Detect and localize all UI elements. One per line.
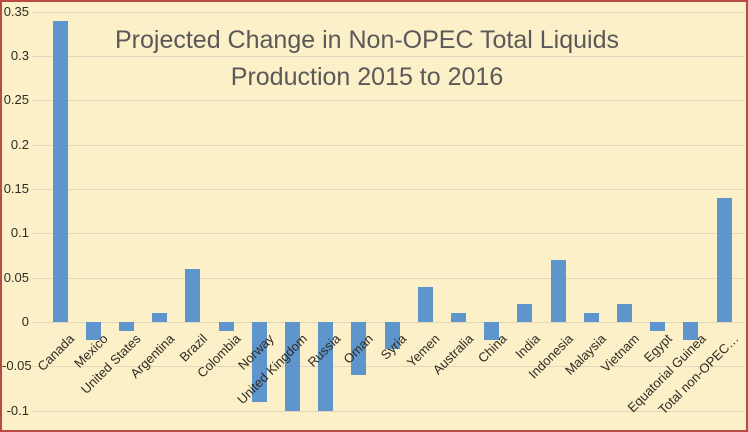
bar-yemen xyxy=(417,286,433,322)
bar-vietnam xyxy=(616,304,632,322)
gridline xyxy=(32,410,744,412)
y-axis-tick-label: 0.2 xyxy=(10,136,29,152)
bar-malaysia xyxy=(583,313,599,322)
bar-china xyxy=(484,322,500,340)
bar-colombia xyxy=(218,322,234,331)
bar-indonesia xyxy=(550,259,566,322)
bar-equatorial-guinea xyxy=(683,322,699,340)
gridline xyxy=(32,233,744,235)
y-axis-tick-label: 0.35 xyxy=(3,3,29,19)
gridline xyxy=(32,144,744,146)
gridline xyxy=(32,277,744,279)
gridline xyxy=(32,100,744,102)
y-axis-tick-label: 0.3 xyxy=(10,48,29,63)
bar-egypt xyxy=(650,322,666,331)
bar-mexico xyxy=(85,322,101,340)
gridline xyxy=(32,56,744,57)
chart-title: Projected Change in Non-OPEC Total Liqui… xyxy=(115,26,619,91)
bar-syria xyxy=(384,322,400,349)
bar-argentina xyxy=(152,313,168,322)
y-axis-tick-label: 0.05 xyxy=(3,269,29,285)
gridline xyxy=(32,366,744,368)
y-axis-tick-label: 0.15 xyxy=(3,181,29,196)
y-axis-tick-label: -0.05 xyxy=(2,358,32,374)
bar-india xyxy=(517,304,533,322)
bar-canada xyxy=(52,20,68,322)
bar-russia xyxy=(318,322,334,411)
bar-norway xyxy=(251,322,267,402)
gridline xyxy=(32,189,744,190)
x-axis-tick-label: Canada xyxy=(34,331,78,374)
y-axis-tick-label: -0.1 xyxy=(6,402,29,418)
bar-australia xyxy=(450,313,466,322)
bar-united-kingdom xyxy=(284,322,300,411)
y-axis-tick-label: 0.1 xyxy=(10,225,29,241)
bar-oman xyxy=(351,322,367,376)
gridline xyxy=(32,11,744,13)
x-axis-tick-label: China xyxy=(474,331,510,366)
bar-brazil xyxy=(185,268,201,322)
bar-united-states xyxy=(118,322,134,331)
y-axis-tick-label: 0.25 xyxy=(3,92,29,108)
y-axis-tick-label: 0 xyxy=(21,314,29,329)
bar-total-non-opec xyxy=(716,197,732,322)
